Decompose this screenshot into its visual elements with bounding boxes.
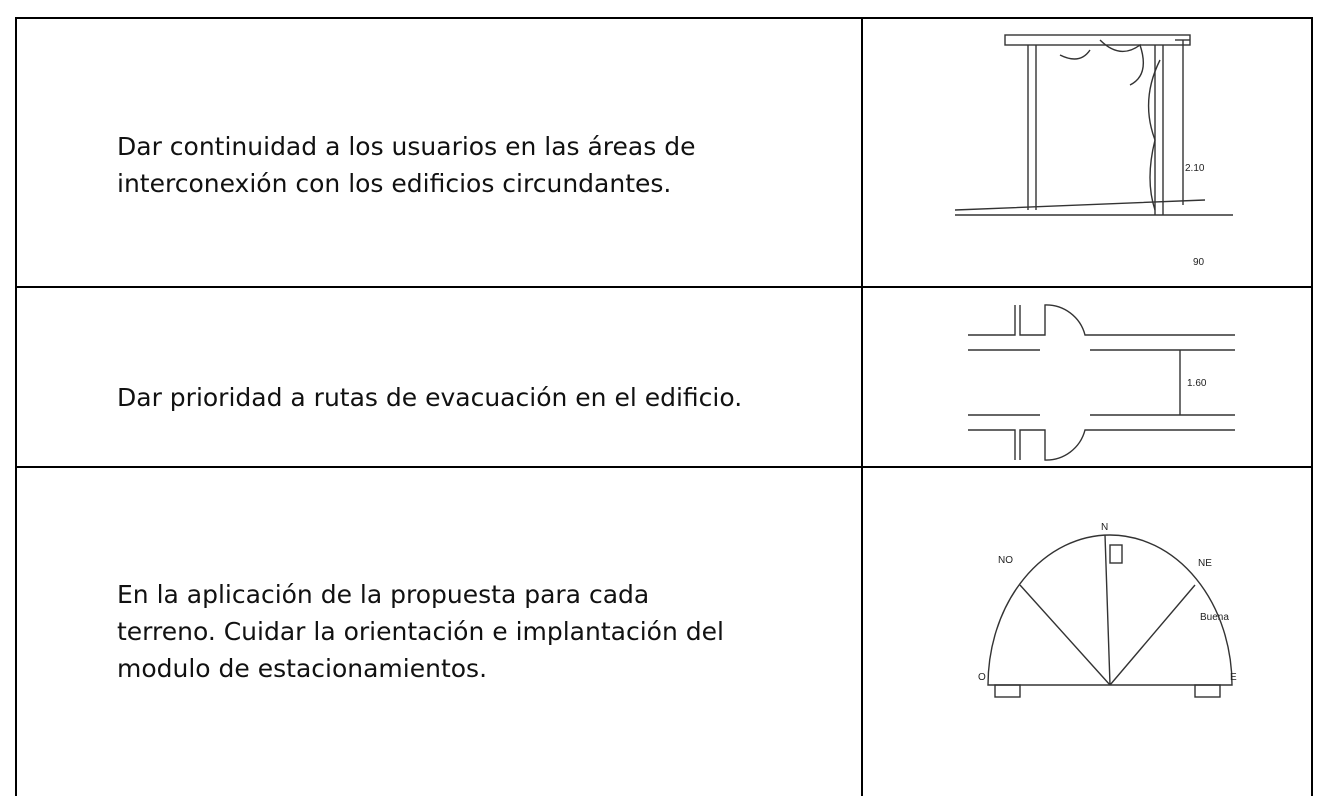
direction-label: O <box>978 672 986 683</box>
direction-label: N <box>1101 522 1108 533</box>
cell-text: interconexión con los edificios circunda… <box>117 169 672 198</box>
pergola-sketch: 2.10 90 <box>954 34 1233 268</box>
table-border <box>15 17 17 796</box>
direction-label: NO <box>998 555 1013 566</box>
rating-label: Buena <box>1200 612 1229 623</box>
table-border <box>861 17 863 796</box>
dimension-label: 90 <box>1193 257 1205 268</box>
table-border <box>1311 17 1313 796</box>
dimension-label: 2.10 <box>1185 163 1205 174</box>
table-border <box>15 466 1313 468</box>
table-border <box>15 286 1313 288</box>
cell-text: modulo de estacionamientos. <box>117 654 488 683</box>
cell-text: Dar continuidad a los usuarios en las ár… <box>117 132 696 161</box>
direction-label: NE <box>1198 558 1212 569</box>
cell-text: terreno. Cuidar la orientación e implant… <box>117 617 724 646</box>
direction-label: E <box>1230 672 1237 683</box>
cell-text: Dar prioridad a rutas de evacuación en e… <box>117 383 743 412</box>
orientation-sketch: N NO NE O E Buena <box>978 522 1237 698</box>
table-border <box>15 17 1313 19</box>
cell-text: En la aplicación de la propuesta para ca… <box>117 580 650 609</box>
dimension-label: 1.60 <box>1187 378 1207 389</box>
corridor-sketch: 1.60 <box>968 304 1235 461</box>
